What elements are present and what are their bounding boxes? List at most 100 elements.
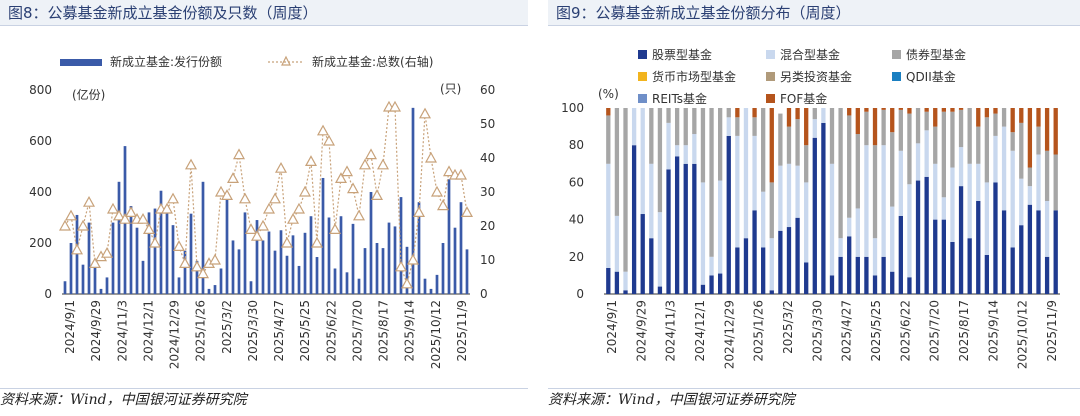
stack-segment-bond <box>709 108 714 257</box>
bar <box>423 278 427 294</box>
bar <box>75 214 79 294</box>
line-marker <box>430 185 444 197</box>
line-marker <box>196 267 210 279</box>
bar <box>285 255 289 294</box>
x-tick-label: 2025/9/14 <box>986 300 1000 362</box>
bar <box>81 264 85 294</box>
stack-segment-bond <box>976 126 981 164</box>
stack-segment-mixed <box>864 145 869 257</box>
stack-segment-mixed <box>941 197 946 220</box>
stack-segment-fof <box>890 108 895 133</box>
y-unit-label: (%) <box>598 87 619 101</box>
stack-segment-fof <box>898 108 903 110</box>
y2-unit-label: (只) <box>440 82 461 96</box>
line-marker <box>274 161 288 173</box>
line-marker <box>460 206 474 217</box>
stack-segment-stock <box>855 256 860 294</box>
stack-segment-stock <box>872 275 878 294</box>
stack-segment-stock <box>649 238 654 294</box>
line-marker <box>340 165 354 177</box>
x-tick-label: 2024/12/1 <box>693 300 707 362</box>
bar <box>243 212 247 294</box>
stack-segment-stock <box>993 182 998 294</box>
y-tick-label: 40 <box>569 213 584 227</box>
stack-segment-bond <box>829 108 835 164</box>
stack-segment-mixed <box>683 145 688 164</box>
stack-segment-bond <box>735 117 740 136</box>
stack-segment-mixed <box>838 238 843 257</box>
bar <box>213 285 217 294</box>
legend-label: 混合型基金 <box>780 47 840 62</box>
stack-segment-bond <box>1036 126 1041 155</box>
stack-segment-stock <box>1027 204 1033 294</box>
stack-segment-bond <box>993 113 998 136</box>
stack-segment-mixed <box>700 182 706 285</box>
stack-segment-bond <box>718 108 723 181</box>
line-marker <box>268 192 282 204</box>
stack-segment-stock <box>976 201 981 294</box>
y-tick-label: 800 <box>29 83 52 97</box>
stack-segment-bond <box>606 115 611 164</box>
stack-segment-bond <box>864 111 869 146</box>
stack-segment-stock <box>924 176 929 294</box>
stack-segment-stock <box>692 163 697 294</box>
y2-tick-label: 10 <box>480 253 495 267</box>
stack-segment-mixed <box>631 108 637 146</box>
bar <box>219 268 223 294</box>
stack-segment-fof <box>804 108 809 146</box>
y-tick-label: 100 <box>561 101 584 115</box>
line-marker <box>208 253 222 265</box>
stack-segment-mixed <box>1019 178 1024 226</box>
y-unit-label: (亿份) <box>72 87 105 102</box>
line-marker <box>226 172 240 183</box>
stack-segment-fof <box>950 108 955 112</box>
line-marker <box>280 236 294 248</box>
stack-segment-stock <box>640 214 645 294</box>
stack-segment-bond <box>683 108 688 146</box>
stack-segment-mixed <box>735 135 740 248</box>
legend-swatch <box>892 50 901 59</box>
stack-segment-mixed <box>976 163 981 201</box>
stack-segment-mixed <box>933 163 938 220</box>
stack-segment-stock <box>726 135 731 294</box>
line-marker <box>70 243 84 255</box>
stack-segment-bond <box>907 113 912 185</box>
stack-segment-bond <box>847 115 852 218</box>
stack-segment-stock <box>933 219 938 294</box>
stack-segment-stock <box>1036 210 1041 294</box>
stack-segment-stock <box>847 236 852 294</box>
bar <box>453 227 457 294</box>
stack-segment-stock <box>786 227 792 294</box>
stack-segment-fof <box>872 108 878 146</box>
stack-segment-bond <box>838 108 843 239</box>
bar <box>135 227 139 294</box>
x-tick-label: 2025/7/20 <box>350 300 364 362</box>
stack-segment-stock <box>778 230 783 294</box>
line-marker <box>118 212 132 224</box>
stack-segment-fof <box>907 108 912 114</box>
bar <box>315 257 319 294</box>
bar <box>291 235 295 294</box>
stack-segment-mixed <box>1010 150 1015 248</box>
stack-segment-mixed <box>769 238 774 291</box>
stack-segment-mixed <box>984 182 990 255</box>
bar <box>339 216 343 294</box>
stack-segment-stock <box>1001 210 1007 294</box>
bar <box>351 223 355 294</box>
bar <box>303 232 307 294</box>
bar <box>441 243 445 294</box>
line-marker <box>220 189 234 200</box>
bar <box>405 246 409 294</box>
stack-segment-bond <box>933 126 938 164</box>
x-tick-label: 2025/3/2 <box>220 300 234 354</box>
stack-segment-fof <box>924 108 929 112</box>
stack-segment-stock <box>631 145 637 294</box>
x-tick-label: 2025/3/2 <box>781 300 795 354</box>
bar <box>117 181 121 294</box>
stack-segment-mixed <box>649 163 654 239</box>
stack-segment-bond <box>761 108 766 192</box>
y2-tick-label: 30 <box>480 185 495 199</box>
line-marker <box>292 202 306 214</box>
line-marker <box>136 212 150 224</box>
stack-segment-bond <box>941 111 946 198</box>
